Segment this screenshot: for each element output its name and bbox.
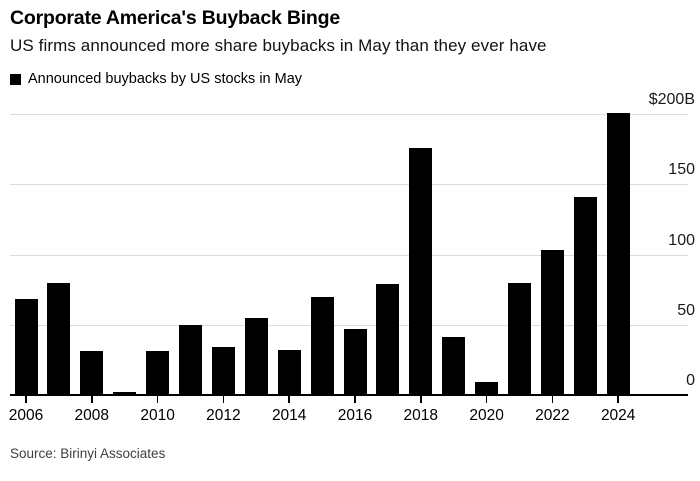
bar — [80, 351, 104, 395]
bar — [376, 284, 400, 395]
y-axis-label: $200B — [648, 91, 695, 108]
source-note: Source: Birinyi Associates — [10, 446, 166, 461]
x-axis-label: 2012 — [206, 407, 241, 424]
legend-swatch-icon — [10, 73, 21, 85]
x-axis-line — [10, 394, 688, 396]
y-axis-label: 0 — [686, 372, 695, 389]
gridline — [10, 114, 688, 115]
x-axis-tick — [222, 396, 225, 403]
x-axis-tick — [485, 396, 488, 403]
x-axis-label: 2014 — [271, 407, 307, 424]
x-axis-tick — [288, 396, 290, 403]
bar — [146, 351, 170, 395]
x-axis-tick — [25, 396, 27, 403]
legend: Announced buybacks by US stocks in May — [10, 71, 302, 87]
bar — [47, 282, 71, 395]
y-axis-label: 100 — [668, 231, 695, 249]
bar — [409, 147, 433, 395]
bar — [573, 196, 597, 395]
bar — [277, 350, 301, 395]
x-axis-label: 2018 — [403, 407, 439, 424]
bar — [508, 282, 531, 395]
bar — [14, 299, 38, 395]
gridline — [10, 184, 688, 186]
x-axis-tick — [420, 396, 422, 403]
x-axis-tick — [551, 396, 554, 403]
x-axis-label: 2022 — [535, 407, 570, 424]
x-axis-label: 2024 — [600, 407, 636, 424]
bar — [475, 382, 499, 395]
x-axis-tick — [617, 396, 619, 403]
legend-label: Announced buybacks by US stocks in May — [28, 71, 303, 87]
x-axis-tick — [354, 396, 356, 403]
bar — [442, 337, 466, 395]
x-axis-label: 2016 — [337, 407, 373, 424]
y-axis-label: 50 — [677, 301, 695, 319]
bar — [211, 347, 235, 395]
x-axis-tick — [156, 396, 159, 403]
chart-title: Corporate America's Buyback Binge — [10, 7, 341, 29]
x-axis-label: 2020 — [469, 407, 504, 424]
x-axis-label: 2008 — [74, 407, 110, 424]
gridline — [10, 254, 688, 256]
bar — [113, 392, 137, 395]
chart-subtitle: US firms announced more share buybacks i… — [10, 36, 547, 55]
bar — [343, 328, 367, 395]
x-axis-tick — [91, 396, 93, 403]
y-axis-label: 150 — [668, 161, 695, 179]
bar — [179, 324, 202, 395]
x-axis-label: 2006 — [8, 407, 44, 424]
gridline — [10, 324, 688, 326]
x-axis-label: 2010 — [140, 407, 175, 424]
bar — [606, 112, 630, 395]
bar — [310, 296, 334, 395]
bar — [244, 317, 268, 395]
bar — [540, 250, 564, 395]
